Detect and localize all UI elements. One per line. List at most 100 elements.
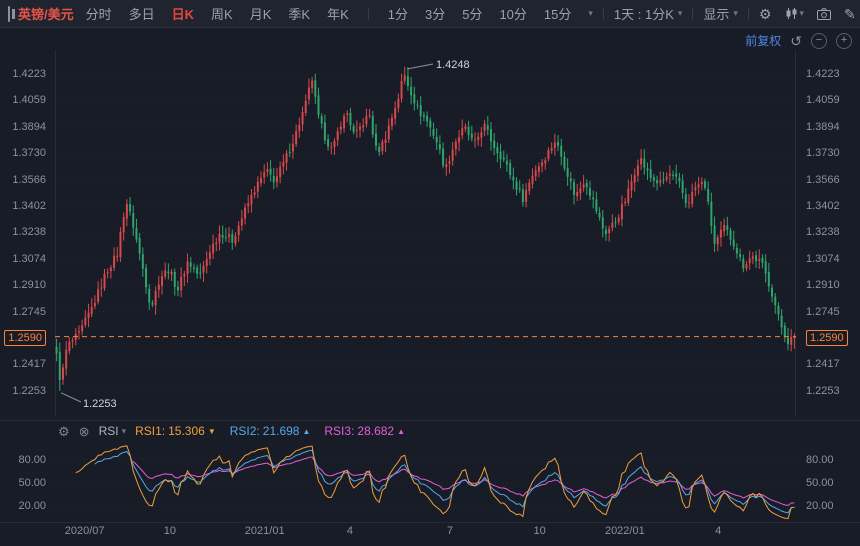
- rsi1-readout[interactable]: RSI1: 15.306 ▼: [135, 424, 216, 438]
- rsi-tick: 20.00: [18, 500, 46, 513]
- rsi-tick: 80.00: [806, 453, 834, 466]
- rsi3-readout[interactable]: RSI3: 28.682 ▲: [324, 424, 406, 438]
- toolbar-separator: [367, 7, 369, 20]
- tab-15分[interactable]: 15分: [543, 7, 572, 22]
- layout-icon[interactable]: [8, 5, 15, 22]
- candle-body: [269, 168, 272, 175]
- chevron-down-icon: ▾: [799, 8, 805, 18]
- tab-多日[interactable]: 多日: [128, 7, 155, 22]
- tab-5分[interactable]: 5分: [462, 7, 483, 22]
- rsi-chart[interactable]: [55, 444, 796, 522]
- display-label: 显示: [703, 7, 730, 22]
- candle-body: [627, 188, 630, 203]
- settings-gear-icon[interactable]: ⚙: [758, 5, 772, 22]
- candle-body: [614, 222, 617, 224]
- price-tick: 1.2417: [806, 358, 840, 371]
- candle-body: [263, 172, 266, 178]
- current-price-label: 1.2590: [4, 330, 46, 346]
- camera-icon[interactable]: [817, 7, 832, 20]
- rsi-indicator-label: RSI: [98, 424, 119, 438]
- candle-body: [218, 233, 221, 243]
- candle-body: [103, 273, 106, 289]
- candlestick-chart[interactable]: 1.4248 1.2253: [55, 50, 796, 416]
- tab-月K[interactable]: 月K: [249, 7, 272, 22]
- interval-dropdown[interactable]: 1天 : 1分K ▾: [614, 4, 683, 23]
- candle-body: [285, 153, 288, 163]
- candle-body: [371, 115, 374, 135]
- tab-季K[interactable]: 季K: [288, 7, 311, 22]
- candle-body: [352, 126, 355, 132]
- forward-adjust-link[interactable]: 前复权: [745, 34, 782, 48]
- candle-body: [563, 156, 566, 169]
- candle-body: [550, 148, 553, 151]
- candle-body: [157, 284, 160, 291]
- candle-body: [189, 262, 192, 267]
- tab-周K[interactable]: 周K: [211, 7, 233, 22]
- candle-body: [416, 104, 419, 106]
- price-tick: 1.2910: [806, 279, 840, 292]
- candle-body: [573, 181, 576, 196]
- rsi-axis-right: 80.00 50.00 20.00: [802, 444, 858, 522]
- candle-body: [381, 141, 384, 152]
- candle-body: [374, 133, 377, 146]
- candle-body: [333, 140, 336, 147]
- candle-body: [387, 125, 390, 140]
- chart-controls-row: 前复权 ↺ − +: [745, 32, 852, 49]
- candle-body: [394, 108, 397, 119]
- candle-body: [793, 336, 796, 339]
- candle-body: [646, 168, 649, 171]
- candle-body: [167, 271, 170, 274]
- candle-body: [183, 273, 186, 277]
- display-dropdown[interactable]: 显示 ▾: [703, 4, 738, 23]
- candle-body: [410, 86, 413, 96]
- undo-icon[interactable]: ↺: [790, 32, 802, 49]
- candle-body: [486, 125, 489, 130]
- price-tick: 1.3894: [806, 120, 840, 133]
- candle-body: [771, 287, 774, 297]
- candle-body: [726, 225, 729, 230]
- candle-body: [307, 87, 310, 100]
- candle-body: [84, 317, 87, 325]
- candle-body: [735, 247, 738, 254]
- candle-body: [406, 76, 409, 87]
- candle-body: [716, 237, 719, 245]
- candle-body: [81, 325, 84, 331]
- candle-body: [288, 151, 291, 153]
- candle-body: [317, 95, 320, 116]
- candle-body: [588, 188, 591, 196]
- candle-body: [576, 192, 579, 197]
- candle-body: [499, 151, 502, 160]
- rsi-close-icon[interactable]: ⊗: [78, 423, 90, 439]
- candle-body: [170, 271, 173, 275]
- draw-pencil-icon[interactable]: ✎: [844, 5, 856, 22]
- tab-日K[interactable]: 日K: [171, 7, 195, 22]
- zoom-in-icon[interactable]: +: [836, 32, 852, 49]
- rsi2-readout[interactable]: RSI2: 21.698 ▲: [229, 424, 311, 438]
- low-annotation: 1.2253: [83, 398, 117, 410]
- tab-10分[interactable]: 10分: [499, 7, 527, 22]
- current-price-label: 1.2590: [806, 330, 848, 346]
- candle-body: [780, 315, 783, 328]
- candle-body: [266, 169, 269, 172]
- candle-body: [253, 192, 256, 195]
- candle-body: [390, 117, 393, 126]
- candle-body: [202, 265, 205, 273]
- price-tick: 1.4223: [806, 68, 840, 80]
- zoom-out-icon[interactable]: −: [811, 32, 827, 49]
- candle-body: [515, 181, 518, 190]
- minute-period-chevron-icon[interactable]: ▾: [588, 8, 593, 18]
- price-tick: 1.2253: [12, 384, 46, 397]
- rsi-settings-gear-icon[interactable]: ⚙: [58, 423, 70, 439]
- candle-body: [339, 126, 342, 130]
- tab-3分[interactable]: 3分: [424, 7, 446, 22]
- candle-body: [688, 202, 691, 204]
- chart-style-icon[interactable]: ▾: [785, 7, 805, 20]
- rsi-indicator-dropdown[interactable]: RSI ▾: [99, 424, 127, 438]
- tab-1分[interactable]: 1分: [387, 7, 408, 22]
- tab-年K[interactable]: 年K: [327, 7, 349, 22]
- candle-body: [707, 188, 710, 202]
- tab-分时[interactable]: 分时: [85, 7, 112, 22]
- candle-body: [755, 255, 758, 262]
- chevron-down-icon: ▾: [733, 8, 738, 18]
- price-tick: 1.3566: [806, 173, 840, 186]
